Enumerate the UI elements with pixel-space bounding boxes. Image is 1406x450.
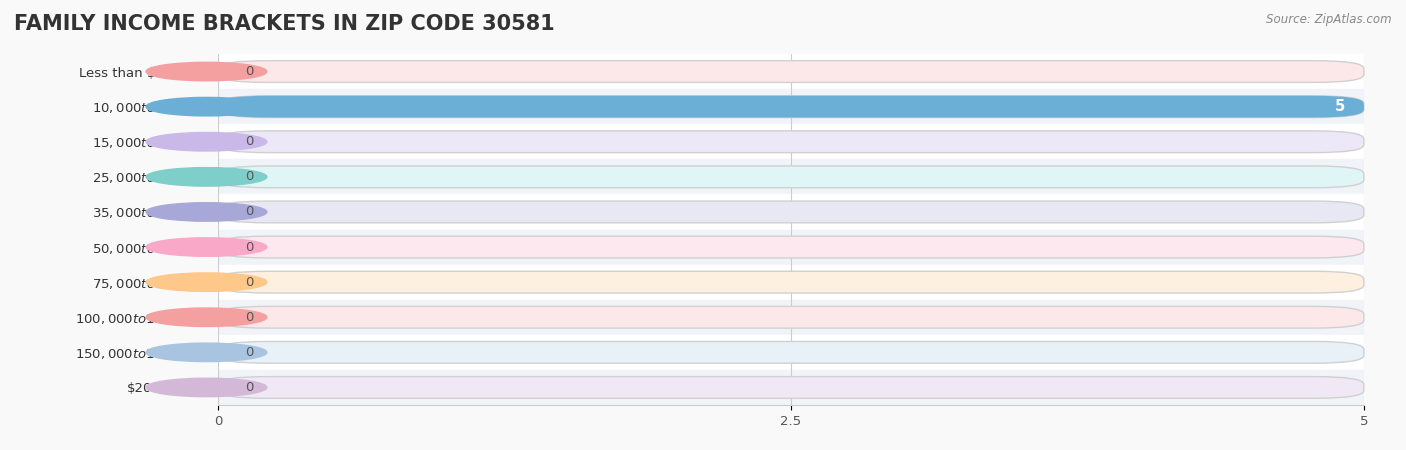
Text: 0: 0 [246,311,254,324]
FancyBboxPatch shape [218,271,1364,293]
Text: 0: 0 [246,135,254,148]
Text: 0: 0 [246,241,254,253]
Text: 5: 5 [1336,99,1346,114]
FancyBboxPatch shape [218,236,1364,258]
Circle shape [146,132,267,151]
Circle shape [146,167,267,186]
Bar [218,159,1364,194]
Text: FAMILY INCOME BRACKETS IN ZIP CODE 30581: FAMILY INCOME BRACKETS IN ZIP CODE 30581 [14,14,555,33]
Bar [218,54,1364,89]
FancyBboxPatch shape [218,342,1364,363]
Circle shape [146,97,267,116]
Bar [218,194,1364,230]
Bar [218,370,1364,405]
Bar [218,230,1364,265]
Bar [218,265,1364,300]
FancyBboxPatch shape [218,96,1364,117]
Bar [218,300,1364,335]
Text: 0: 0 [246,206,254,218]
Text: 0: 0 [246,346,254,359]
Text: 0: 0 [246,381,254,394]
FancyBboxPatch shape [218,201,1364,223]
Circle shape [146,62,267,81]
Text: Source: ZipAtlas.com: Source: ZipAtlas.com [1267,14,1392,27]
Circle shape [146,308,267,327]
Bar [218,124,1364,159]
Text: 0: 0 [246,276,254,288]
Bar [218,89,1364,124]
FancyBboxPatch shape [218,131,1364,153]
FancyBboxPatch shape [218,166,1364,188]
FancyBboxPatch shape [218,61,1364,82]
Bar [218,335,1364,370]
Circle shape [146,238,267,256]
Circle shape [146,343,267,362]
FancyBboxPatch shape [218,377,1364,398]
Circle shape [146,202,267,221]
Text: 0: 0 [246,65,254,78]
Circle shape [146,378,267,397]
FancyBboxPatch shape [218,96,1364,117]
Text: 0: 0 [246,171,254,183]
Circle shape [146,273,267,292]
FancyBboxPatch shape [218,306,1364,328]
